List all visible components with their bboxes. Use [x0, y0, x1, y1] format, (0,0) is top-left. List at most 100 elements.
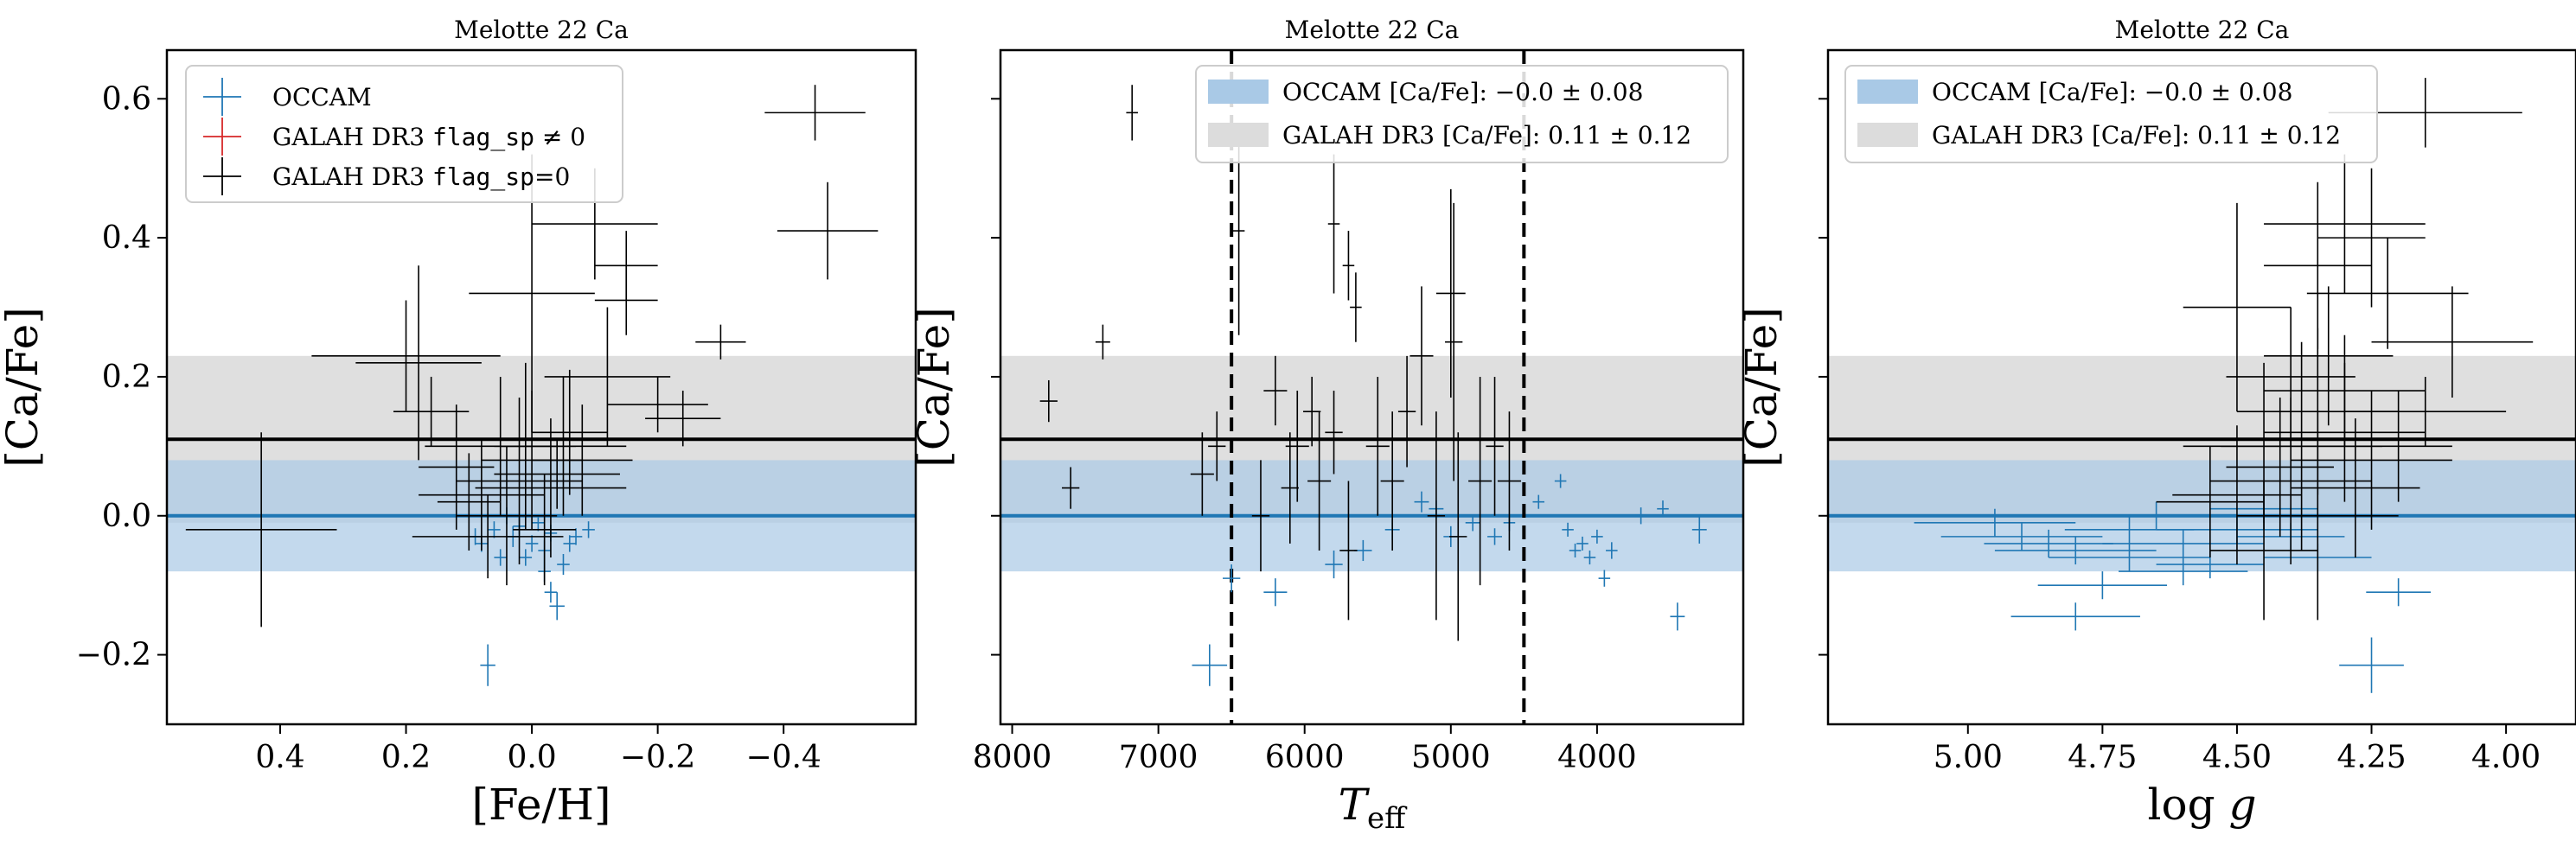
- data-point: [1380, 411, 1404, 551]
- data-point: [412, 494, 564, 579]
- panel-title: Melotte 22 Ca: [2115, 16, 2290, 44]
- x-tick-label: 4.25: [2336, 740, 2406, 775]
- x-axis-label: Teff: [1339, 780, 1408, 836]
- legend-label: GALAH DR3 flag_sp=0: [272, 162, 570, 192]
- x-axis-label: [Fe/H]: [471, 780, 610, 830]
- data-point: [645, 391, 721, 447]
- legend-swatch: [1857, 80, 1918, 104]
- data-point: [494, 362, 558, 530]
- data-point: [1263, 355, 1288, 426]
- data-point: [2119, 557, 2248, 586]
- data-point: [582, 521, 595, 538]
- legend-box: [1844, 65, 2378, 163]
- y-tick-label: 0.6: [102, 81, 151, 117]
- data-point: [1940, 522, 2103, 551]
- data-point: [1339, 481, 1358, 621]
- data-point: [1325, 550, 1343, 579]
- data-point: [475, 418, 627, 558]
- data-point: [2264, 286, 2394, 426]
- data-point: [525, 535, 539, 552]
- data-point: [1192, 644, 1228, 686]
- axes-frame: [999, 48, 1745, 726]
- data-point: [532, 404, 633, 516]
- data-point: [1095, 324, 1110, 360]
- x-tick-label: 4.75: [2068, 740, 2137, 775]
- x-tick-label: 0.2: [381, 740, 431, 775]
- data-point: [2156, 446, 2265, 558]
- data-point: [1583, 550, 1596, 565]
- data-point: [544, 307, 671, 447]
- legend: OCCAM GALAH DR3 flag_sp ≠ 0 GALAH DR3 flag…: [185, 65, 623, 203]
- data-point: [1984, 529, 2113, 558]
- data-point: [777, 182, 879, 280]
- y-tick-label: 0.0: [102, 499, 151, 534]
- x-tick-label: 4.50: [2202, 740, 2272, 775]
- panel-3: 5.00 4.75 4.50 4.25 4.00 Melotte 22 Ca [Ca/Fe]…: [1736, 16, 2576, 830]
- data-point: [607, 376, 708, 433]
- data-point: [519, 549, 533, 566]
- data-point: [1670, 602, 1685, 631]
- data-point: [2306, 238, 2469, 349]
- data-point: [2264, 154, 2426, 294]
- x-tick-label: 5.00: [1934, 740, 2003, 775]
- data-point: [1303, 376, 1321, 447]
- data-point: [2226, 398, 2334, 537]
- y-axis-label: [Ca/Fe]: [0, 307, 48, 467]
- legend-label: OCCAM [Ca/Fe]: −0.0 ± 0.08: [1932, 78, 2292, 106]
- data-point: [1263, 578, 1288, 607]
- data-point: [1327, 154, 1340, 294]
- series-galah: [1039, 85, 1521, 641]
- data-point: [1554, 474, 1567, 488]
- y-axis-label: [Ca/Fe]: [1736, 307, 1787, 467]
- y-axis-label: [Ca/Fe]: [909, 307, 959, 467]
- y-tick-label: 0.2: [102, 360, 151, 395]
- data-point: [1532, 494, 1545, 509]
- legend: OCCAM [Ca/Fe]: −0.0 ± 0.08 GALAH DR3 [Ca/…: [1195, 65, 1729, 163]
- panel-1: 0.4 0.2 0.0 −0.2 −0.4 −0.2 0.0 0.2 0.4 0.6 Melotte…: [0, 16, 917, 830]
- data-point: [2064, 515, 2195, 544]
- data-point: [1606, 542, 1618, 559]
- data-point: [355, 265, 482, 461]
- data-point: [2010, 602, 2140, 631]
- plot-area: [1828, 78, 2576, 693]
- legend-swatch: [1857, 123, 1918, 147]
- y-tick-label: −0.2: [76, 638, 151, 673]
- x-tick-label: 6000: [1265, 740, 1345, 775]
- data-point: [2344, 391, 2452, 502]
- data-point: [1208, 411, 1226, 481]
- data-point: [563, 535, 577, 552]
- data-point: [2264, 182, 2372, 349]
- data-point: [1449, 432, 1467, 641]
- data-point: [1427, 411, 1446, 621]
- series-galah: [2156, 78, 2534, 621]
- data-point: [1468, 376, 1493, 586]
- data-point: [1062, 467, 1080, 509]
- legend: OCCAM [Ca/Fe]: −0.0 ± 0.08 GALAH DR3 [Ca/…: [1844, 65, 2378, 163]
- data-point: [1569, 543, 1582, 558]
- y-tick-label: 0.4: [102, 220, 151, 256]
- legend-swatch: [1208, 80, 1269, 104]
- data-point: [1487, 528, 1502, 545]
- legend-label: OCCAM [Ca/Fe]: −0.0 ± 0.08: [1282, 78, 1643, 106]
- legend-label: GALAH DR3 [Ca/Fe]: 0.11 ± 0.12: [1282, 121, 1691, 150]
- x-axis-label: log g: [2147, 780, 2256, 830]
- data-point: [2209, 481, 2318, 621]
- legend-box: [185, 65, 623, 203]
- data-point: [1914, 508, 2076, 537]
- data-point: [1251, 460, 1270, 572]
- data-point: [488, 521, 501, 538]
- x-tick-label: −0.4: [745, 740, 821, 775]
- x-tick-label: 8000: [973, 740, 1052, 775]
- legend-box: [1195, 65, 1729, 163]
- data-point: [1223, 564, 1241, 593]
- x-tick-label: 4.00: [2471, 740, 2541, 775]
- data-point: [1465, 514, 1480, 532]
- axes-frame: [165, 48, 917, 726]
- plot-area: [167, 85, 916, 686]
- x-tick-label: 7000: [1119, 740, 1199, 775]
- data-point: [494, 439, 620, 509]
- data-point: [1634, 507, 1647, 525]
- data-point: [1365, 376, 1390, 516]
- data-point: [544, 582, 558, 603]
- data-point: [764, 85, 866, 141]
